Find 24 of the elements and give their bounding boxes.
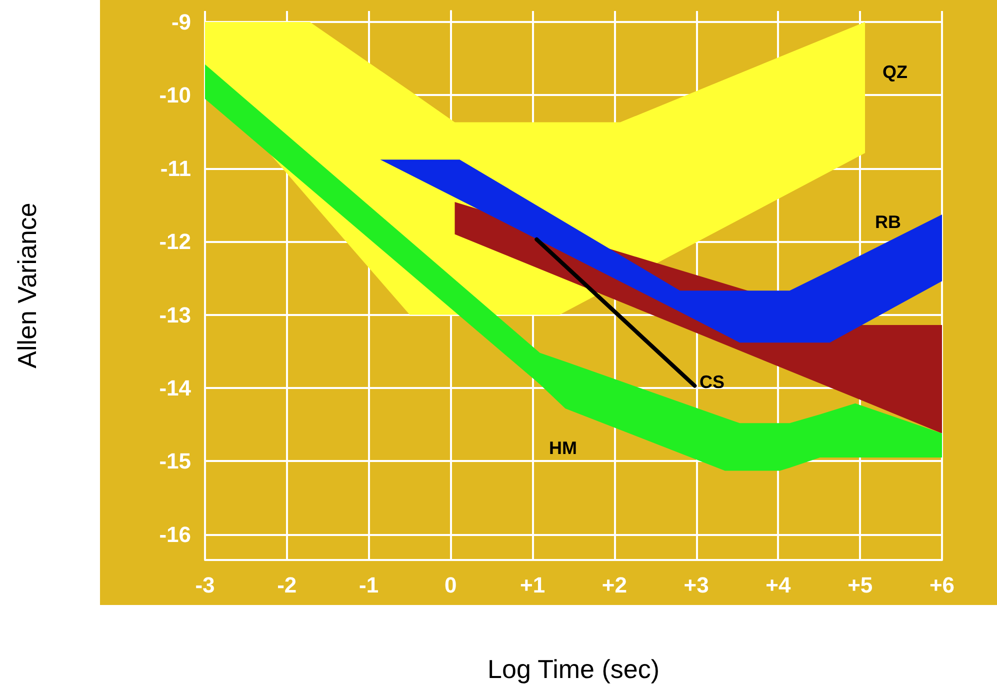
y-tick-label: -12 bbox=[159, 229, 191, 254]
y-tick-label: -15 bbox=[159, 448, 191, 474]
x-tick-label: +1 bbox=[520, 572, 546, 598]
x-tick-label: -3 bbox=[195, 572, 215, 598]
x-tick-label: -2 bbox=[277, 572, 297, 598]
x-tick-label: +6 bbox=[929, 572, 955, 598]
x-tick-label: -1 bbox=[358, 572, 379, 598]
y-axis-title: Allen Variance bbox=[12, 202, 42, 368]
y-tick-label: -14 bbox=[159, 375, 192, 400]
x-tick-label: +4 bbox=[766, 572, 792, 598]
x-tick-label: +2 bbox=[602, 572, 627, 598]
y-tick-label: -10 bbox=[159, 82, 191, 108]
y-tick-label: -11 bbox=[160, 156, 191, 181]
x-tick-label: +3 bbox=[684, 572, 709, 598]
annotation: RB bbox=[875, 212, 901, 232]
y-tick-label: -16 bbox=[159, 522, 191, 547]
x-tick-label: +5 bbox=[848, 572, 873, 598]
annotation: CS bbox=[699, 372, 725, 392]
x-tick-label: 0 bbox=[444, 572, 457, 598]
annotation: HM bbox=[549, 438, 577, 458]
annotation: QZ bbox=[882, 62, 908, 82]
x-axis-title: Log Time (sec) bbox=[488, 654, 660, 684]
y-tick-label: -9 bbox=[171, 9, 191, 34]
y-tick-label: -13 bbox=[159, 302, 191, 328]
